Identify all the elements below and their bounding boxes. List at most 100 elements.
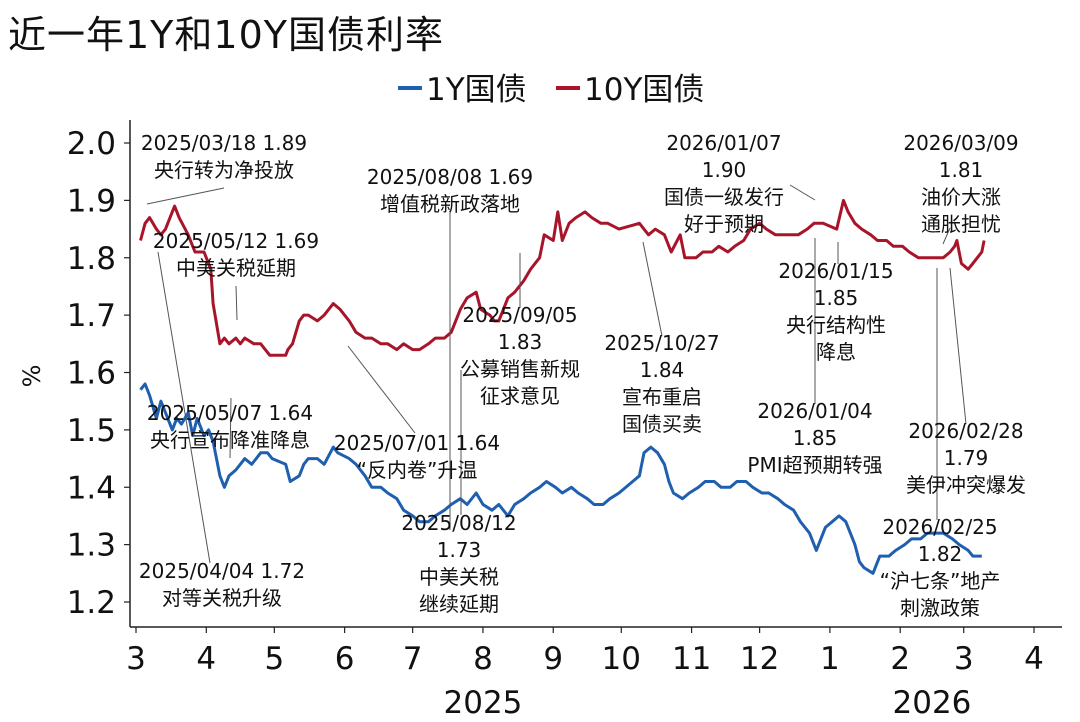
x-tick-label: 3 [126,641,146,677]
annotation-text: 国债一级发行 [664,185,784,209]
annotation-text: 2025/08/12 [401,511,516,535]
x-tick-label: 8 [473,641,493,677]
annotation-leader [229,397,232,459]
annotation-2026-02-28: 2026/02/28 1.79 美伊冲突爆发 [906,419,1026,497]
series-line-1y [139,382,982,575]
series-line-10y [139,198,986,357]
chart-axes: 1.21.31.41.51.61.71.81.92.0%3 4 5 6 7 8 9 10 11 1… [18,120,1062,721]
annotation-2026-01-04: 2026/01/04 1.85 PMI超预期转强 [747,399,882,477]
annotation-text: 刺激政策 [900,596,980,620]
annotation-2025-08-08: 2025/08/08 1.69 增值税新政落地 [367,165,533,216]
annotation-leader [157,251,211,564]
annotation-text: 通胀担忧 [921,212,1001,236]
annotation-text: 宣布重启 [622,385,702,409]
annotation-text: 国债买卖 [622,412,702,436]
annotation-leader [942,227,951,245]
y-tick-label: 1.7 [67,298,116,334]
x-tick-label: 6 [335,641,355,677]
annotation-leader [235,285,238,321]
annotation-leader [949,267,967,425]
annotation-2025-05-12: 2025/05/12 1.69 中美关税延期 [153,229,319,280]
annotation-leader [789,184,816,201]
annotation-text: “沪七条”地产 [880,569,1001,593]
annotation-text: 美伊冲突爆发 [906,473,1026,497]
series-layer [139,198,986,575]
annotation-text: 2026/03/09 [903,131,1018,155]
y-tick-label: 1.8 [67,241,116,277]
annotation-leaders [146,184,967,564]
x-tick-label: 12 [740,641,779,677]
annotation-2025-04-04: 2025/04/04 1.72 对等关税升级 [139,559,305,610]
x-tick-label: 1 [820,641,840,677]
annotation-leader [642,241,663,337]
annotation-text: 对等关税升级 [162,586,282,610]
annotation-text: 征求意见 [480,384,560,408]
y-tick-label: 1.3 [67,528,116,564]
legend: 1Y国债 10Y国债 [398,72,704,108]
x-tick-label: 10 [602,641,641,677]
legend-label-1y: 1Y国债 [426,72,527,108]
annotation-text: “反内卷”升温 [357,458,478,482]
annotation-text: 1.83 [498,330,543,354]
x-tick-label: 9 [543,641,563,677]
year-label: 2026 [893,685,972,721]
y-axis-label: % [18,365,46,388]
x-tick-label: 3 [954,641,974,677]
y-tick-label: 1.5 [67,413,116,449]
annotation-text: 央行宣布降准降息 [150,428,310,452]
annotation-text: 2025/03/18 1.89 [141,131,307,155]
annotation-2025-07-01: 2025/07/01 1.64 “反内卷”升温 [334,431,500,482]
annotation-text: 1.81 [939,158,984,182]
annotation-text: 2026/02/25 [882,515,997,539]
page-title: 近一年1Y和10Y国债利率 [8,13,444,57]
annotations: 2025/03/18 1.89 央行转为净投放 2025/05/12 1.69 中美关… [139,131,1026,620]
annotation-text: 2026/01/15 [778,259,893,283]
annotation-text: 降息 [816,340,856,364]
annotation-text: 中美关税 [419,565,499,589]
x-tick-label: 7 [403,641,423,677]
annotation-text: 增值税新政落地 [380,192,520,216]
annotation-text: 央行转为净投放 [154,158,294,182]
x-tick-label: 2 [890,641,910,677]
legend-label-10y: 10Y国债 [584,72,704,108]
x-tick-label: 11 [672,641,711,677]
x-tick-label: 5 [264,641,284,677]
y-tick-label: 1.4 [67,470,116,506]
annotation-text: 2025/05/07 1.64 [147,401,313,425]
annotation-text: 1.85 [814,286,859,310]
annotation-leader [146,187,225,205]
annotation-text: 1.84 [640,358,685,382]
annotation-text: 2026/02/28 [908,419,1023,443]
annotation-leader [347,345,416,434]
annotation-text: 2025/10/27 [604,331,719,355]
annotation-text: 油价大涨 [921,185,1001,209]
annotation-text: 1.85 [793,426,838,450]
annotation-text: 2025/04/04 1.72 [139,559,305,583]
y-tick-label: 1.2 [67,585,116,621]
annotation-text: 2025/09/05 [462,303,577,327]
annotation-2025-03-18: 2025/03/18 1.89 央行转为净投放 [141,131,307,182]
annotation-text: 央行结构性 [786,313,886,337]
annotation-text: 中美关税延期 [176,256,296,280]
year-label: 2025 [444,685,523,721]
annotation-text: 继续延期 [419,592,499,616]
annotation-text: 2026/01/04 [757,399,872,423]
annotation-text: 2025/07/01 1.64 [334,431,500,455]
annotation-text: 1.79 [944,446,989,470]
annotation-text: 公募销售新规 [460,357,580,381]
annotation-text: PMI超预期转强 [747,453,882,477]
annotation-2025-05-07: 2025/05/07 1.64 央行宣布降准降息 [147,401,313,452]
y-tick-label: 1.6 [67,356,116,392]
annotation-text: 2026/01/07 [666,131,781,155]
y-tick-label: 1.9 [67,183,116,219]
annotation-text: 1.73 [437,538,482,562]
annotation-text: 1.82 [918,542,963,566]
